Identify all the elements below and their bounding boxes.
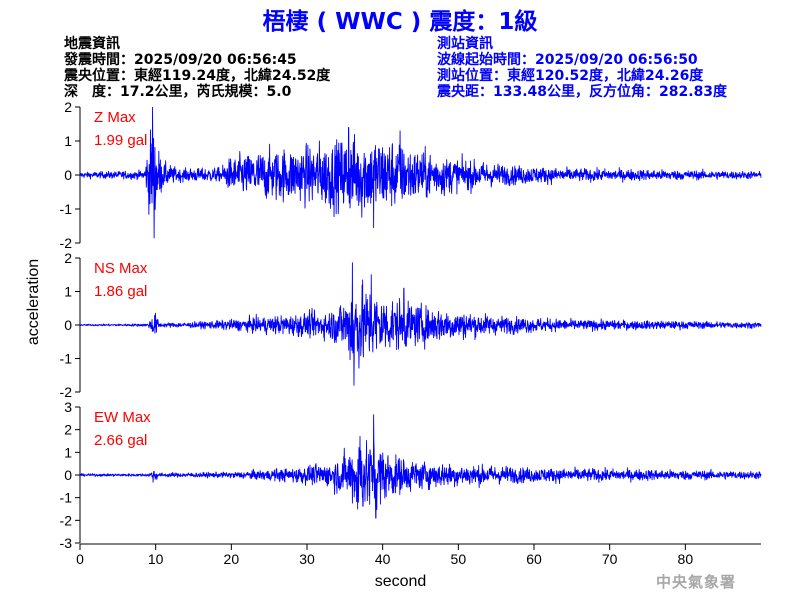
waveform-ew <box>79 414 762 519</box>
label-layer: -2 -1 0 1 2 Z Max 1.99 gal -2 -1 0 1 2 NS Max 1.86 ga… <box>25 99 693 590</box>
y-tick-label-ns: 1 <box>64 284 72 300</box>
x-tick-label: 70 <box>602 551 618 567</box>
station-distance-azimuth: 震央距：133.48公里，反方位角：282.83度 <box>437 84 728 100</box>
y-tick-label-ns: -1 <box>60 351 73 367</box>
y-axis-title: acceleration <box>25 259 42 345</box>
quake-origin-time: 發震時間：2025/09/20 06:56:45 <box>64 52 297 68</box>
x-tick-label: 10 <box>148 551 164 567</box>
quake-epicenter: 震央位置：東經119.24度，北緯24.52度 <box>64 68 331 84</box>
y-tick-label-ew: 1 <box>64 444 72 460</box>
x-tick-label: 20 <box>224 551 240 567</box>
quake-info-heading: 地震資訊 <box>64 36 120 52</box>
max-label-z: Z Max <box>94 109 136 126</box>
y-tick-label-ew: 2 <box>64 422 72 438</box>
station-location: 測站位置：東經120.52度，北緯24.26度 <box>437 68 704 84</box>
x-axis-title: second <box>375 573 427 590</box>
agency-watermark: 中央氣象署 <box>656 573 737 591</box>
y-tick-label-z: 1 <box>64 133 72 149</box>
y-tick-label-z: 0 <box>64 167 72 183</box>
x-tick-label: 0 <box>76 551 84 567</box>
station-info-block: 測站資訊 波線起始時間：2025/09/20 06:56:50 測站位置：東經1… <box>437 36 727 100</box>
station-info-heading: 測站資訊 <box>437 36 493 52</box>
max-label-ew: EW Max <box>94 409 151 426</box>
waveform-ns <box>79 262 762 386</box>
chart-title: 梧棲 ( WWC ) 震度：1級 <box>262 9 538 35</box>
x-tick-label: 60 <box>526 551 542 567</box>
max-value-ew: 2.66 gal <box>94 432 147 449</box>
trace-layer <box>79 106 762 519</box>
x-tick-label: 30 <box>299 551 315 567</box>
waveform-z <box>79 106 762 239</box>
quake-depth-magnitude: 深 度：17.2公里，芮氏規模：5.0 <box>64 84 292 100</box>
x-tick-label: 50 <box>451 551 467 567</box>
max-value-ns: 1.86 gal <box>94 283 147 300</box>
max-label-ns: NS Max <box>94 260 148 277</box>
y-tick-label-ew: -3 <box>60 535 73 551</box>
y-tick-label-z: -2 <box>60 235 73 251</box>
y-tick-label-ns: 2 <box>64 250 72 266</box>
station-start-time: 波線起始時間：2025/09/20 06:56:50 <box>437 52 698 68</box>
y-tick-label-ew: 0 <box>64 467 72 483</box>
x-tick-label: 40 <box>375 551 391 567</box>
y-tick-label-ew: -2 <box>60 512 73 528</box>
x-tick-label: 80 <box>678 551 694 567</box>
y-tick-label-z: 2 <box>64 99 72 115</box>
y-tick-label-ns: -2 <box>60 384 73 400</box>
y-tick-label-ns: 0 <box>64 317 72 333</box>
y-tick-label-ew: 3 <box>64 399 72 415</box>
quake-info-block: 地震資訊 發震時間：2025/09/20 06:56:45 震央位置：東經119… <box>64 36 330 100</box>
y-tick-label-z: -1 <box>60 201 73 217</box>
max-value-z: 1.99 gal <box>94 132 147 149</box>
y-tick-label-ew: -1 <box>60 490 73 506</box>
